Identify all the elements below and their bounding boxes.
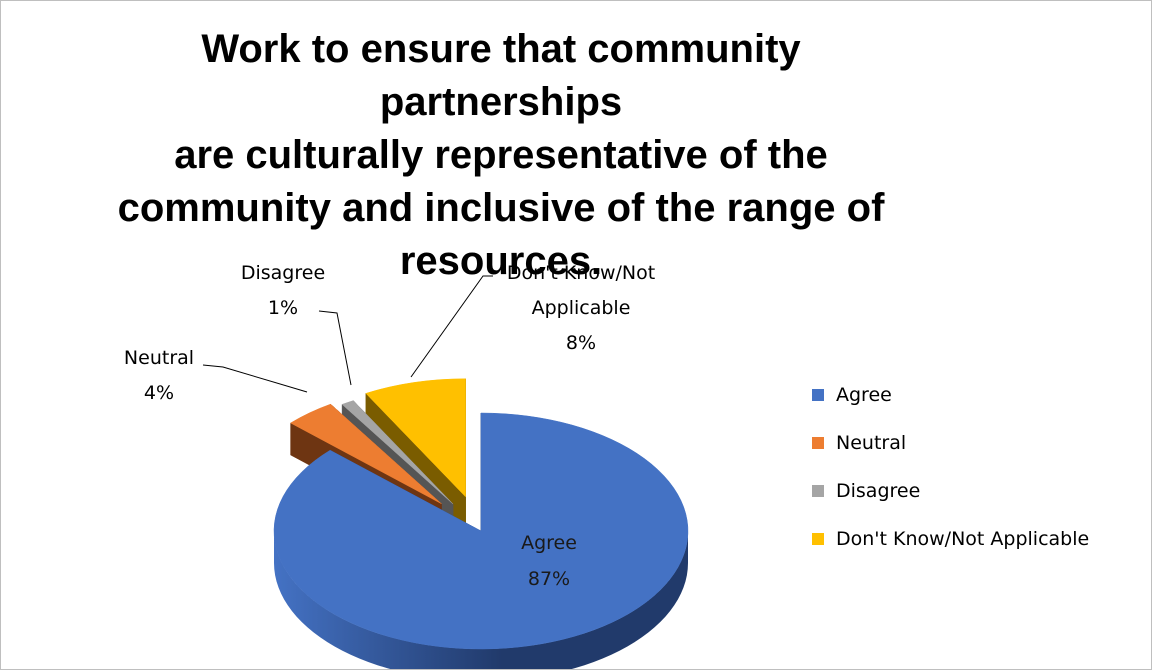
legend-swatch-neutral [812,437,824,449]
legend-item-neutral: Neutral [812,432,906,454]
pie-slices [273,378,689,669]
legend-swatch-don-t-know-not-applicable [812,533,824,545]
legend-item-don-t-know-not-applicable: Don't Know/Not Applicable [812,528,1089,550]
legend-label-disagree: Disagree [836,480,920,502]
legend-swatch-agree [812,389,824,401]
data-label-don-t-know-not-applicable: Don't Know/Not Applicable 8% [507,262,655,354]
slice-side-agree [274,531,688,669]
data-labels: Agree 87% Neutral 4% Disagree 1% Don't Know/No… [124,262,655,590]
chart-title: Work to ensure that community partnershi… [117,27,885,283]
data-label-disagree: Disagree 1% [241,262,325,319]
slice-top-don-t-know-not-applicable [365,378,466,498]
slice-top-neutral [290,403,442,504]
slice-top-disagree [341,400,454,505]
leader-line-don-t-know-not-applicable [410,275,493,378]
leader-line-neutral [202,364,308,393]
legend-item-disagree: Disagree [812,480,920,502]
slice-agree [273,412,689,669]
data-label-neutral: Neutral 4% [124,347,194,404]
legend: Agree Neutral Disagree Don't Know/Not Appli… [812,384,1089,550]
leader-line-disagree [318,310,352,386]
legend-label-don-t-know-not-applicable: Don't Know/Not Applicable [836,528,1089,550]
legend-item-agree: Agree [812,384,892,406]
slice-top-agree [273,412,689,650]
legend-label-agree: Agree [836,384,892,406]
data-label-agree: Agree 87% [521,532,577,590]
legend-swatch-disagree [812,485,824,497]
legend-label-neutral: Neutral [836,432,906,454]
